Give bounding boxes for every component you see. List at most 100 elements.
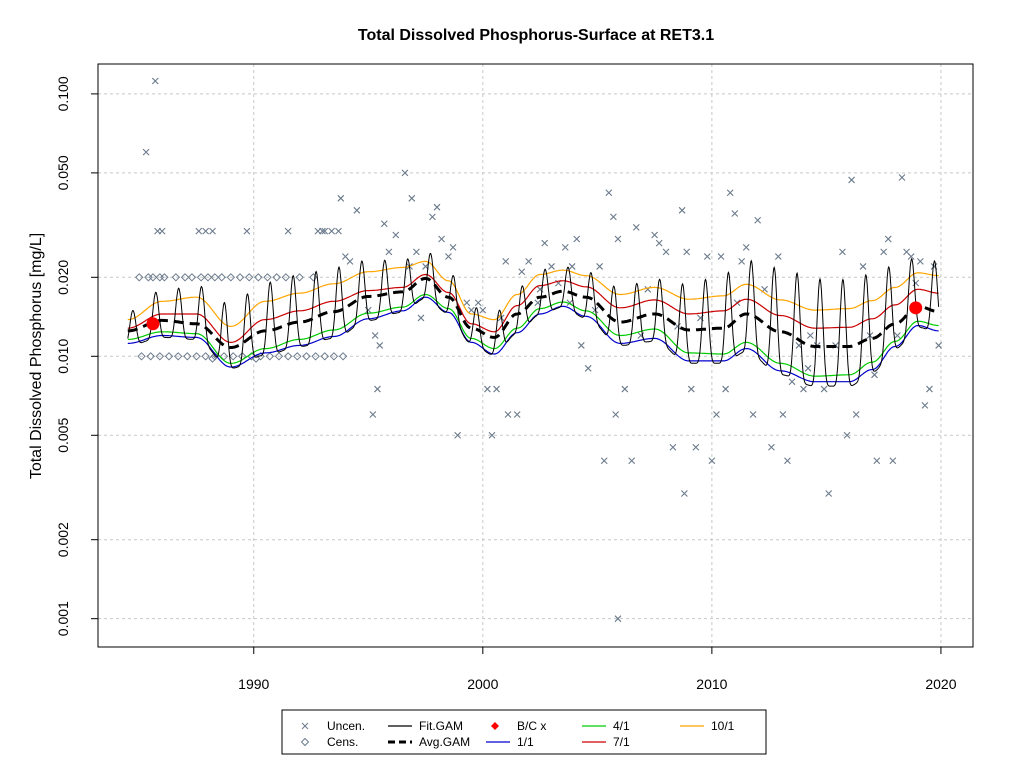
uncen-point bbox=[319, 227, 326, 235]
cens-point bbox=[228, 352, 238, 361]
uncen-point bbox=[873, 457, 881, 465]
uncen-point bbox=[202, 227, 210, 235]
uncen-point bbox=[392, 231, 400, 239]
uncen-point bbox=[600, 457, 608, 465]
cens-point bbox=[187, 273, 197, 282]
uncen-point bbox=[754, 216, 762, 224]
uncen-point bbox=[871, 371, 878, 379]
cens-point bbox=[256, 352, 265, 361]
uncen-point bbox=[493, 385, 500, 393]
uncen-point bbox=[843, 431, 851, 439]
uncen-point bbox=[800, 385, 807, 393]
cens-point bbox=[274, 352, 284, 361]
uncen-point bbox=[907, 253, 915, 260]
cens-point bbox=[146, 352, 155, 361]
legend-label: 4/1 bbox=[613, 719, 630, 733]
uncen-point bbox=[628, 457, 636, 465]
legend-label: B/C x bbox=[517, 719, 546, 733]
uncen-point bbox=[337, 194, 345, 202]
uncen-point bbox=[502, 257, 510, 265]
uncen-point bbox=[484, 385, 491, 393]
cens-point bbox=[155, 352, 165, 361]
cens-point bbox=[302, 352, 311, 361]
uncen-point bbox=[385, 248, 393, 256]
uncen-point bbox=[651, 231, 658, 239]
uncen-point bbox=[674, 323, 681, 330]
uncen-point bbox=[353, 206, 361, 214]
uncen-point bbox=[612, 411, 620, 418]
uncen-point bbox=[859, 263, 867, 270]
uncen-point bbox=[683, 248, 691, 256]
series-line-10-1 bbox=[127, 260, 939, 328]
axes: 1990 2000 2010 2020 0.001 0.002 0.005 0.010 0.02… bbox=[55, 76, 957, 692]
chart-title: Total Dissolved Phosphorus-Surface at RE… bbox=[358, 27, 714, 44]
cens-point bbox=[309, 273, 318, 282]
uncen-point bbox=[678, 206, 686, 214]
uncen-point bbox=[209, 227, 216, 235]
cens-point bbox=[148, 273, 158, 282]
cens-point bbox=[254, 273, 263, 282]
uncen-point bbox=[328, 227, 336, 235]
uncen-point bbox=[726, 189, 734, 197]
uncen-point bbox=[449, 244, 457, 251]
uncen-point bbox=[779, 411, 787, 418]
cens-point bbox=[217, 273, 226, 282]
cens-point bbox=[183, 352, 192, 361]
cens-point bbox=[265, 352, 275, 361]
y-tick-label: 0.100 bbox=[55, 76, 71, 111]
uncen-point bbox=[195, 227, 203, 235]
uncen-point bbox=[621, 385, 629, 393]
uncen-point bbox=[577, 342, 585, 349]
series-line-avg-gam bbox=[127, 276, 939, 349]
cens-point bbox=[338, 352, 348, 361]
uncen-point bbox=[548, 263, 555, 270]
cens-point bbox=[329, 352, 339, 361]
legend-swatch bbox=[491, 722, 499, 730]
uncen-point bbox=[839, 248, 846, 256]
uncen-point bbox=[820, 385, 828, 393]
uncen-point bbox=[921, 401, 929, 409]
y-tick-label: 0.020 bbox=[55, 260, 71, 295]
legend-label: 1/1 bbox=[517, 735, 534, 749]
cens-point bbox=[295, 273, 304, 282]
legend-label: Cens. bbox=[327, 735, 358, 749]
uncen-point bbox=[609, 213, 617, 221]
series-line-7-1 bbox=[127, 273, 939, 344]
cens-point bbox=[201, 352, 210, 361]
uncen-point bbox=[669, 443, 677, 451]
series-line-fit-gam bbox=[127, 252, 940, 387]
cens-point bbox=[208, 354, 217, 363]
uncen-point bbox=[731, 210, 739, 217]
cens-point bbox=[192, 352, 201, 361]
uncen-point bbox=[463, 299, 471, 307]
uncen-point bbox=[632, 223, 640, 231]
uncen-point bbox=[614, 615, 622, 623]
plot-frame bbox=[97, 63, 974, 648]
uncen-point bbox=[717, 253, 725, 260]
uncen-point bbox=[467, 306, 475, 314]
uncen-point bbox=[380, 220, 388, 228]
y-tick-label: 0.002 bbox=[55, 522, 71, 557]
bc-point bbox=[146, 317, 160, 331]
cens-point bbox=[235, 273, 245, 282]
uncen-point bbox=[376, 342, 384, 349]
uncen-point bbox=[142, 148, 150, 156]
uncen-point bbox=[680, 490, 688, 497]
uncen-point bbox=[774, 253, 782, 260]
uncen-point bbox=[438, 235, 445, 243]
x-tick-label: 1990 bbox=[238, 676, 269, 692]
cens-point bbox=[311, 352, 320, 361]
uncen-point bbox=[433, 203, 441, 211]
y-tick-label: 0.050 bbox=[55, 155, 71, 190]
uncen-point bbox=[605, 189, 613, 197]
uncen-point bbox=[158, 227, 166, 235]
bc-point bbox=[909, 301, 923, 315]
uncen-point bbox=[742, 244, 750, 251]
x-tick-label: 2010 bbox=[696, 676, 727, 692]
uncen-point bbox=[596, 263, 604, 270]
uncen-point bbox=[898, 174, 906, 181]
uncen-point bbox=[284, 227, 292, 235]
cens-point bbox=[180, 273, 190, 282]
uncen-point bbox=[749, 411, 757, 418]
